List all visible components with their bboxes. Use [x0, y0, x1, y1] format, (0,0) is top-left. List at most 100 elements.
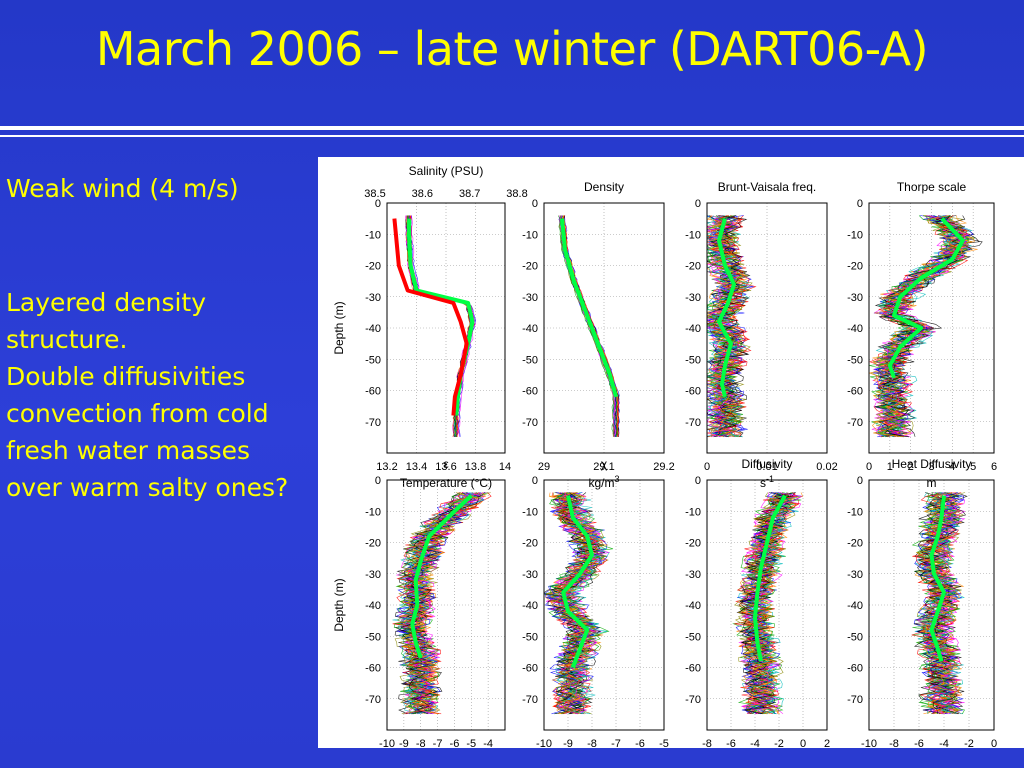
plot-frame — [543, 202, 665, 454]
x-tick-label: -5 — [466, 738, 476, 748]
x-tick-label: 5 — [970, 461, 976, 473]
cast-line — [743, 492, 804, 714]
y-tick-label: -10 — [685, 229, 701, 241]
y-tick-label: -50 — [685, 631, 701, 643]
x-tick-label: 0 — [866, 461, 872, 473]
x-tick-label: 0 — [800, 738, 806, 748]
cast-line — [401, 492, 487, 715]
y-tick-label: -20 — [847, 538, 863, 550]
cast-line — [410, 215, 477, 437]
x-tick-label: 0 — [704, 461, 710, 473]
x-tick-label: -4 — [483, 738, 493, 748]
y-tick-label: -20 — [522, 261, 538, 273]
cast-line — [560, 215, 616, 437]
x-tick-label: -6 — [450, 738, 460, 748]
cast-line — [555, 492, 604, 715]
profile-figure: 0 -10 -20 -30 -40 -50 -60 -70 13.2 13.4 13.6 13.8 14… — [318, 157, 1024, 768]
y-tick-label: -40 — [685, 600, 701, 612]
y-tick-label: -30 — [522, 292, 538, 304]
y-tick-label: -60 — [522, 386, 538, 398]
x-tick-label: -9 — [399, 738, 409, 748]
x-tick-label: -8 — [416, 738, 426, 748]
x-tick-label: -2 — [774, 738, 784, 748]
x-tick-label: -8 — [702, 738, 712, 748]
x-tick-label: 29 — [538, 461, 550, 473]
cast-line — [411, 215, 476, 437]
y-tick-label: -10 — [685, 506, 701, 518]
y-tick-label: -30 — [365, 569, 381, 581]
mean-profile-line — [929, 495, 946, 662]
y-tick-label: -20 — [685, 261, 701, 273]
y-tick-label: -40 — [365, 323, 381, 335]
cast-traces — [392, 492, 492, 715]
y-tick-label: -30 — [522, 569, 538, 581]
plot-frame — [868, 479, 995, 731]
y-tick-label: -20 — [685, 538, 701, 550]
body-line: convection from cold — [6, 399, 269, 428]
cast-line — [551, 492, 600, 715]
y-tick-label: -40 — [847, 600, 863, 612]
x-tick-label: -6 — [726, 738, 736, 748]
y-tick-label: -60 — [685, 386, 701, 398]
y-tick-label: -60 — [847, 386, 863, 398]
cast-line — [548, 492, 601, 715]
x-tick-label: 29.2 — [653, 461, 674, 473]
cast-line — [404, 492, 486, 715]
cast-line — [403, 492, 491, 715]
x-tick-label: -8 — [889, 738, 899, 748]
y-tick-label: -20 — [847, 261, 863, 273]
y-tick-label: -50 — [522, 354, 538, 366]
x-tick-label: -7 — [433, 738, 443, 748]
y-tick-label: -10 — [365, 506, 381, 518]
title-rule-thick — [0, 126, 1024, 130]
x-tick-label: -2 — [964, 738, 974, 748]
y-tick-label: 0 — [695, 475, 701, 487]
y-tick-label: -30 — [685, 569, 701, 581]
y-tick-label: -70 — [365, 417, 381, 429]
x-tick-label: 29.1 — [593, 461, 614, 473]
y-tick-label: 0 — [375, 198, 381, 210]
top-x-tick-label: 38.7 — [459, 188, 480, 200]
plot-frame — [386, 202, 506, 454]
cast-line — [707, 215, 748, 438]
title-rule-thin — [0, 135, 1024, 137]
y-tick-label: -30 — [685, 292, 701, 304]
y-tick-label: 0 — [532, 475, 538, 487]
y-axis-label: Depth (m) — [332, 578, 346, 631]
y-tick-label: -50 — [365, 631, 381, 643]
y-tick-label: -10 — [847, 506, 863, 518]
x-tick-label: -6 — [635, 738, 645, 748]
mean-profile-line — [560, 218, 618, 398]
y-tick-label: -40 — [365, 600, 381, 612]
panel-5: 0-10-20-30-40-50-60-70-10-9-8-7-6-5χlog1… — [522, 457, 669, 768]
y-tick-label: -10 — [522, 229, 538, 241]
x-tick-label: -10 — [379, 738, 395, 748]
x-axis-label: Temperature (°C) — [400, 476, 492, 490]
cast-line — [409, 215, 475, 437]
panel-0: 0 -10 -20 -30 -40 -50 -60 -70 13.2 13.4 13.6 13.8 14… — [332, 164, 528, 490]
cast-line — [734, 492, 783, 715]
chart-title: Thorpe scale — [897, 180, 967, 194]
mean-profile-line — [887, 217, 965, 379]
cast-line — [557, 492, 610, 715]
plot-frame — [868, 202, 995, 454]
top-x-tick-label: 38.8 — [506, 188, 527, 200]
x-tick-label: -10 — [861, 738, 877, 748]
wind-text: Weak wind (4 m/s) — [6, 174, 239, 203]
cast-line — [552, 492, 598, 715]
y-tick-label: -10 — [522, 506, 538, 518]
y-tick-label: -70 — [365, 694, 381, 706]
x-tick-label: 13.8 — [465, 461, 486, 473]
chart-title: Heat Diffusivity — [892, 457, 972, 471]
y-tick-label: -70 — [522, 417, 538, 429]
cast-traces — [911, 492, 968, 715]
y-tick-label: -20 — [522, 538, 538, 550]
mean-profile-line — [717, 218, 736, 398]
x-tick-label: -7 — [611, 738, 621, 748]
cast-traces — [544, 492, 614, 715]
y-tick-label: 0 — [695, 198, 701, 210]
y-tick-label: -60 — [365, 663, 381, 675]
chart-title: χ — [601, 457, 608, 471]
cast-line — [545, 492, 593, 715]
